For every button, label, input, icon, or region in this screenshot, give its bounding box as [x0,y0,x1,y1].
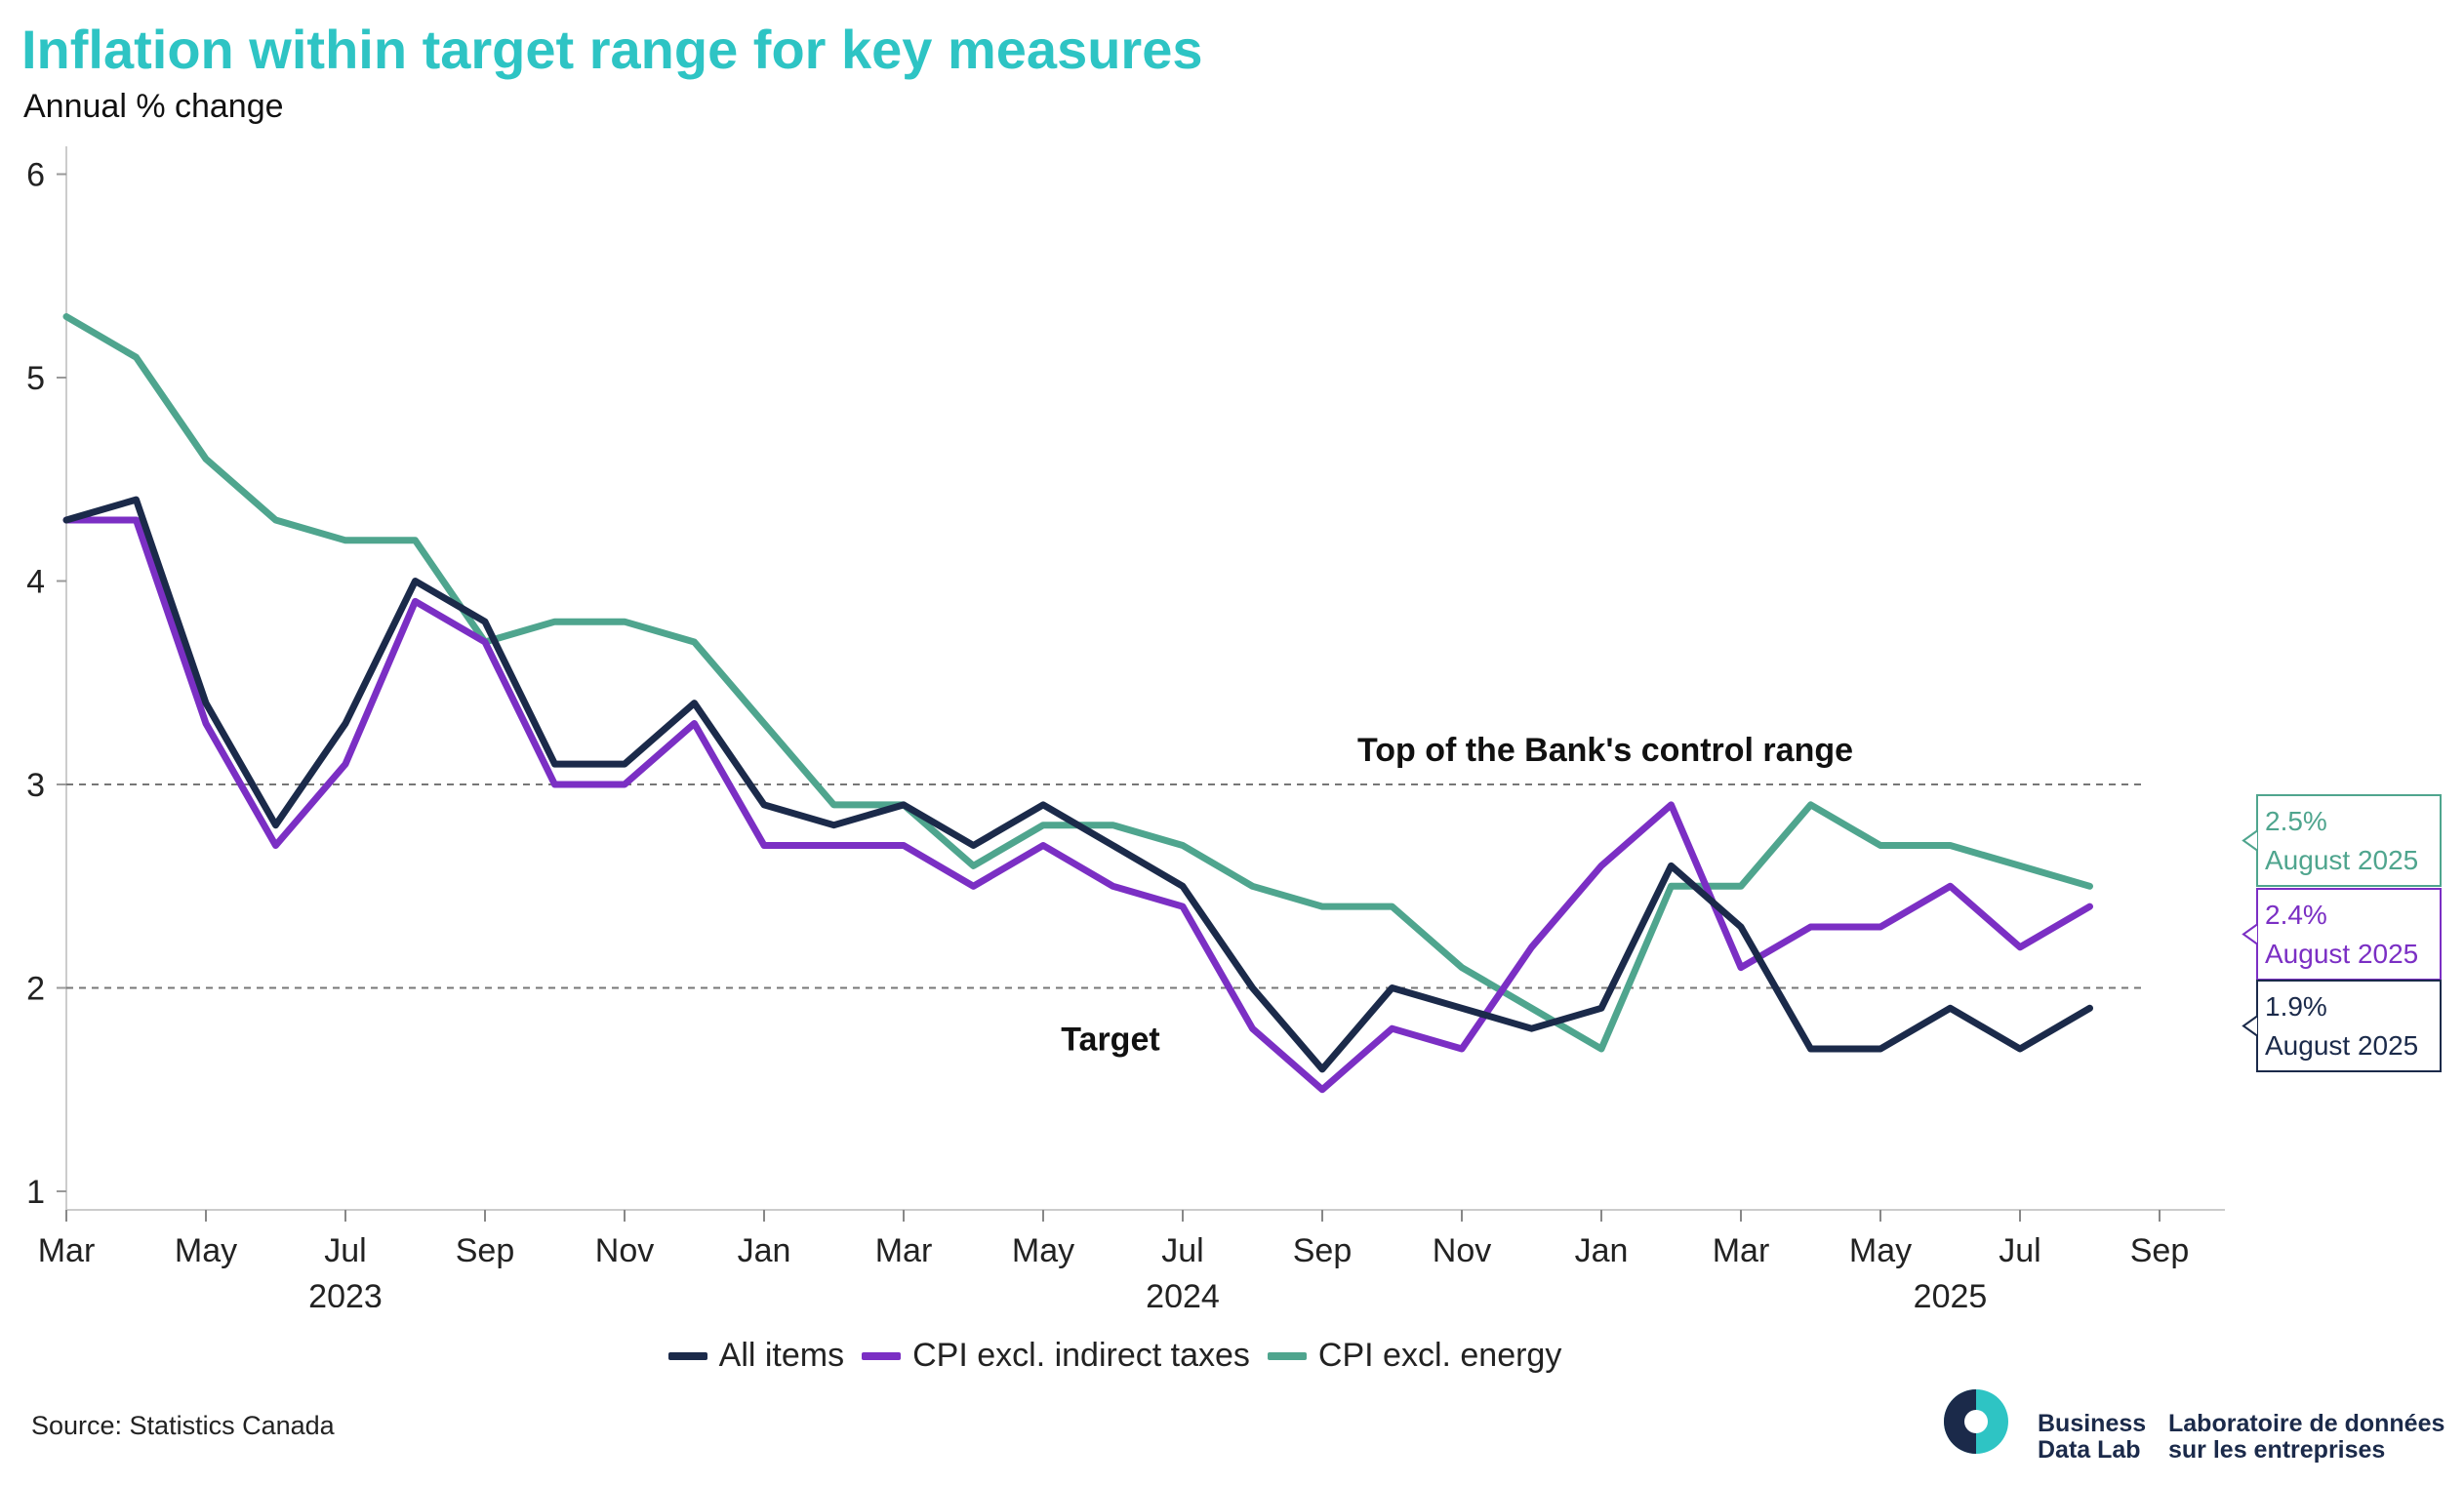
y-tick-label: 5 [26,360,45,397]
legend-label: All items [718,1337,845,1374]
x-tick-label: Jan [1575,1232,1629,1269]
x-tick-label: Sep [456,1232,515,1269]
end-callout: 1.9% August 2025 [2242,980,2442,1072]
business-data-lab-logo [1944,1389,2008,1454]
chart-legend: All items CPI excl. indirect taxes CPI e… [0,1337,2230,1375]
chart-subtitle: Annual % change [23,88,284,125]
legend-item-cpi-excl-indirect-taxes[interactable]: CPI excl. indirect taxes [862,1337,1250,1375]
legend-label: CPI excl. indirect taxes [912,1337,1250,1374]
callout-pointer [2242,923,2258,945]
logo-text-line: Data Lab [2038,1436,2141,1464]
x-tick-label: Jul [1999,1232,2040,1269]
end-callout: 2.4% August 2025 [2242,888,2442,981]
callout-date: August 2025 [2265,1030,2418,1061]
legend-label: CPI excl. energy [1317,1337,1562,1374]
x-tick-label: Jul [1161,1232,1203,1269]
logo-text-line: Laboratoire de données [2168,1410,2445,1437]
y-tick-label: 1 [26,1174,45,1211]
line-chart: 1 2 3 4 5 6 Mar May Jul Sep Nov Jan Mar May Jul Sep Nov J… [26,146,2442,1307]
y-tick-label: 4 [26,564,45,601]
reference-line-label: Top of the Bank's control range [1357,732,1853,769]
logo-text-line: Business [2038,1410,2147,1437]
legend-swatch [1267,1351,1307,1360]
x-tick-label: May [175,1232,237,1269]
y-tick-label: 6 [26,157,45,194]
legend-item-cpi-excl-energy[interactable]: CPI excl. energy [1267,1337,1562,1375]
y-tick-label: 2 [26,971,45,1008]
end-callout: 2.5% August 2025 [2242,794,2442,887]
legend-swatch [667,1351,707,1360]
callout-box [2256,980,2442,1072]
series-line [62,496,2093,1073]
x-tick-label: Nov [595,1232,654,1269]
x-tick-label: May [1012,1232,1074,1269]
y-tick-label: 3 [26,767,45,804]
callout-date: August 2025 [2265,845,2418,875]
x-year-label: 2024 [1146,1278,1220,1307]
x-tick-label: Mar [38,1232,96,1269]
x-tick-label: Mar [1713,1232,1770,1269]
chart-title: Inflation within target range for key me… [21,19,1203,80]
source-note: Source: Statistics Canada [31,1411,335,1440]
x-year-label: 2023 [308,1278,383,1307]
reference-line-label: Target [1061,1022,1159,1059]
x-tick-label: May [1849,1232,1912,1269]
x-tick-label: Mar [875,1232,933,1269]
x-tick-label: Sep [1293,1232,1353,1269]
callout-value: 1.9% [2265,991,2327,1022]
logo-text-fr: Laboratoire de données sur les entrepris… [2168,1411,2444,1464]
logo-text-en: Business Data Lab [2038,1411,2146,1464]
x-tick-label: Nov [1433,1232,1491,1269]
legend-item-all-items[interactable]: All items [667,1337,845,1375]
callout-value: 2.5% [2265,806,2327,836]
logo-text-line: sur les entreprises [2168,1436,2386,1464]
series-line [62,516,2093,1094]
callout-value: 2.4% [2265,900,2327,930]
x-tick-label: Jul [324,1232,366,1269]
callout-pointer [2242,1015,2258,1037]
x-tick-label: Jan [738,1232,791,1269]
legend-swatch [862,1351,902,1360]
callout-pointer [2242,829,2258,852]
x-tick-label: Sep [2130,1232,2190,1269]
callout-date: August 2025 [2265,939,2418,969]
x-year-label: 2025 [1914,1278,1988,1307]
